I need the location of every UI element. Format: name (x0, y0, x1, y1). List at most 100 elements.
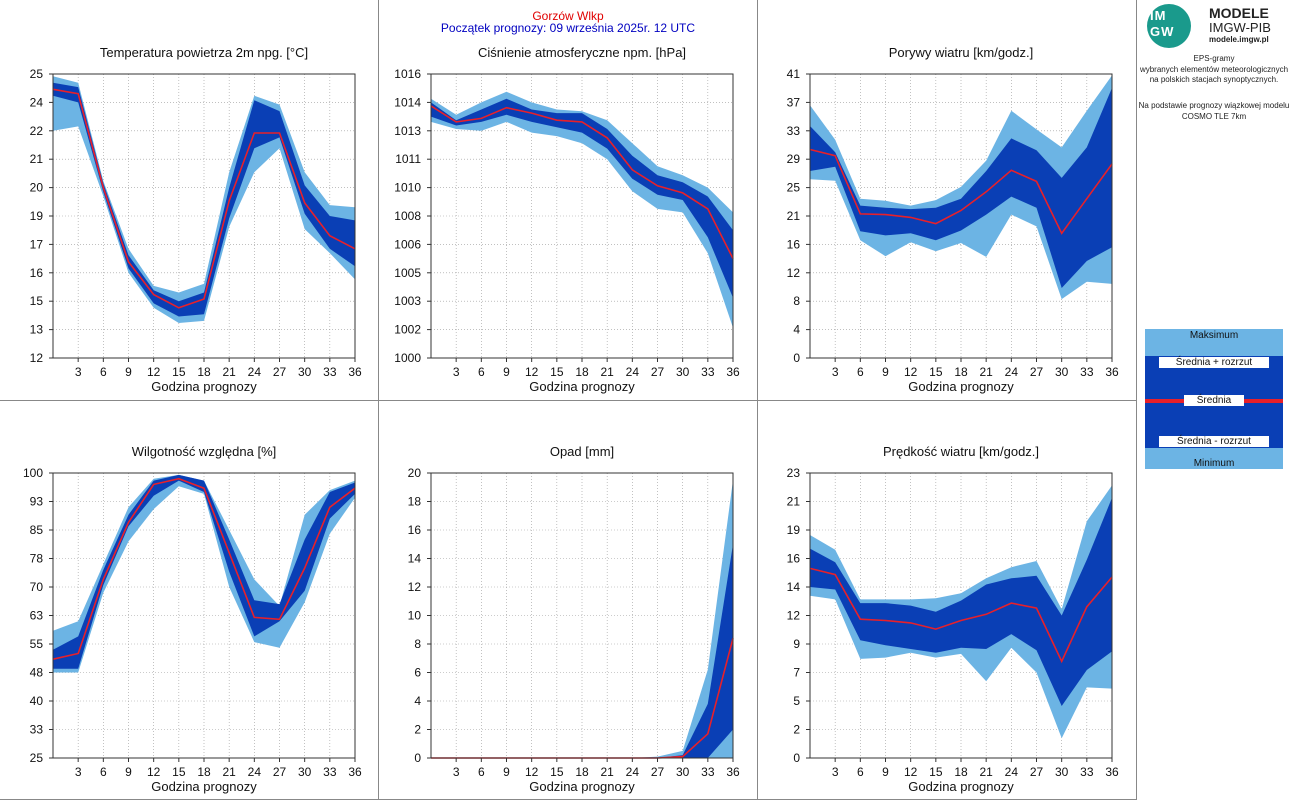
x-tick-label: 24 (1005, 365, 1019, 379)
x-tick-label: 21 (979, 365, 993, 379)
x-tick-label: 12 (904, 365, 918, 379)
chart-title: Wilgotność względna [%] (132, 444, 277, 459)
x-tick-label: 21 (222, 365, 236, 379)
x-tick-label: 6 (100, 765, 107, 779)
y-tick-label: 0 (793, 751, 800, 765)
logo-mark: IM GW (1150, 8, 1175, 39)
imgw-logo: IM GW MODELE IMGW-PIB modele.imgw.pl (1145, 2, 1291, 48)
x-tick-label: 33 (701, 765, 715, 779)
y-tick-label: 25 (787, 181, 801, 195)
y-tick-label: 93 (30, 495, 44, 509)
chart-title: Opad [mm] (550, 444, 614, 459)
mean-line (809, 567, 1113, 664)
y-tick-label: 7 (793, 666, 800, 680)
x-tick-label: 6 (857, 365, 864, 379)
mean-line (52, 88, 356, 309)
y-tick-label: 2 (793, 723, 800, 737)
description: EPS-gramy wybranych elementów meteorolog… (1137, 54, 1291, 86)
x-tick-label: 15 (172, 365, 186, 379)
x-tick-label: 6 (857, 765, 864, 779)
y-tick-label: 9 (793, 637, 800, 651)
y-tick-label: 22 (30, 124, 44, 138)
x-tick-label: 27 (1030, 765, 1044, 779)
x-tick-label: 15 (929, 365, 943, 379)
x-tick-label: 21 (600, 765, 614, 779)
legend-label-mean: Średnia (1184, 395, 1244, 406)
y-tick-label: 1005 (394, 266, 421, 280)
y-tick-label: 4 (414, 694, 421, 708)
y-tick-label: 1011 (395, 152, 421, 166)
x-tick-label: 18 (575, 765, 589, 779)
x-tick-label: 12 (147, 365, 161, 379)
y-tick-label: 4 (793, 323, 800, 337)
x-tick-label: 21 (222, 765, 236, 779)
x-tick-label: 36 (1105, 765, 1119, 779)
x-tick-label: 6 (100, 365, 107, 379)
x-tick-label: 36 (348, 765, 362, 779)
y-tick-label: 41 (787, 67, 801, 81)
y-tick-label: 16 (787, 552, 801, 566)
x-tick-label: 21 (600, 365, 614, 379)
y-tick-label: 24 (30, 95, 44, 109)
x-tick-label: 27 (273, 365, 287, 379)
legend-label-mean-minus: Średnia - rozrzut (1159, 436, 1269, 447)
band-spread (810, 497, 1112, 706)
y-tick-label: 12 (787, 266, 801, 280)
x-axis-label: Godzina prognozy (151, 779, 257, 794)
x-tick-label: 27 (273, 765, 287, 779)
station-name: Gorzów Wlkp (532, 9, 604, 23)
description-line: Na podstawie prognozy wiązkowej modelu (1138, 101, 1290, 110)
legend-label-max: Maksimum (1145, 330, 1283, 341)
x-tick-label: 9 (882, 365, 889, 379)
y-tick-label: 63 (30, 609, 44, 623)
chart-pressure: 1016 1014 1013 1011 1010 1008 1006 1005 1003 1002… (394, 45, 740, 394)
y-tick-label: 48 (30, 666, 44, 680)
y-tick-label: 55 (30, 637, 44, 651)
x-tick-label: 30 (1055, 365, 1069, 379)
x-tick-label: 24 (1005, 765, 1019, 779)
chart-title: Prędkość wiatru [km/godz.] (883, 444, 1039, 459)
x-axis-label: Godzina prognozy (529, 779, 635, 794)
x-tick-label: 27 (1030, 365, 1044, 379)
y-tick-label: 29 (787, 152, 801, 166)
y-tick-label: 40 (30, 694, 44, 708)
x-tick-label: 12 (904, 765, 918, 779)
x-tick-label: 18 (197, 765, 211, 779)
x-tick-label: 30 (298, 365, 312, 379)
band-min-max (431, 91, 733, 328)
y-tick-label: 25 (30, 67, 44, 81)
x-tick-label: 3 (832, 365, 839, 379)
y-tick-label: 5 (793, 694, 800, 708)
chart-title: Porywy wiatru [km/godz.] (889, 45, 1034, 60)
description-line: wybranych elementów meteorologicznych (1139, 64, 1289, 74)
mean-line (809, 148, 1113, 235)
x-tick-label: 3 (453, 365, 460, 379)
y-tick-label: 2 (414, 723, 421, 737)
x-tick-label: 36 (348, 365, 362, 379)
x-tick-label: 9 (125, 765, 132, 779)
logo-url: modele.imgw.pl (1209, 35, 1269, 44)
y-tick-label: 16 (30, 266, 44, 280)
y-tick-label: 1016 (394, 67, 421, 81)
x-tick-label: 15 (929, 765, 943, 779)
description-line: COSMO TLE 7km (1181, 111, 1247, 121)
x-tick-label: 12 (147, 765, 161, 779)
x-tick-label: 30 (676, 765, 690, 779)
y-tick-label: 33 (30, 723, 44, 737)
x-tick-label: 12 (525, 365, 539, 379)
x-tick-label: 30 (1055, 765, 1069, 779)
y-tick-label: 18 (408, 495, 422, 509)
y-tick-label: 15 (30, 294, 44, 308)
y-tick-label: 19 (30, 209, 44, 223)
y-tick-label: 21 (787, 495, 801, 509)
x-tick-label: 3 (75, 765, 82, 779)
y-tick-label: 0 (793, 351, 800, 365)
x-tick-label: 15 (550, 365, 564, 379)
y-tick-label: 70 (30, 580, 44, 594)
x-tick-label: 36 (726, 365, 740, 379)
